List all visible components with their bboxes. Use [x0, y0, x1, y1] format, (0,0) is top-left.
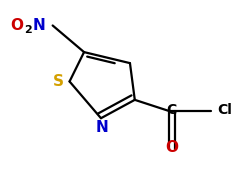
Text: O: O	[10, 18, 23, 33]
Text: 2: 2	[25, 26, 32, 36]
Text: N: N	[33, 18, 45, 33]
Text: N: N	[96, 120, 109, 134]
Text: C: C	[166, 103, 176, 117]
Text: Cl: Cl	[217, 103, 232, 117]
Text: S: S	[52, 74, 63, 89]
Text: O: O	[165, 140, 178, 155]
